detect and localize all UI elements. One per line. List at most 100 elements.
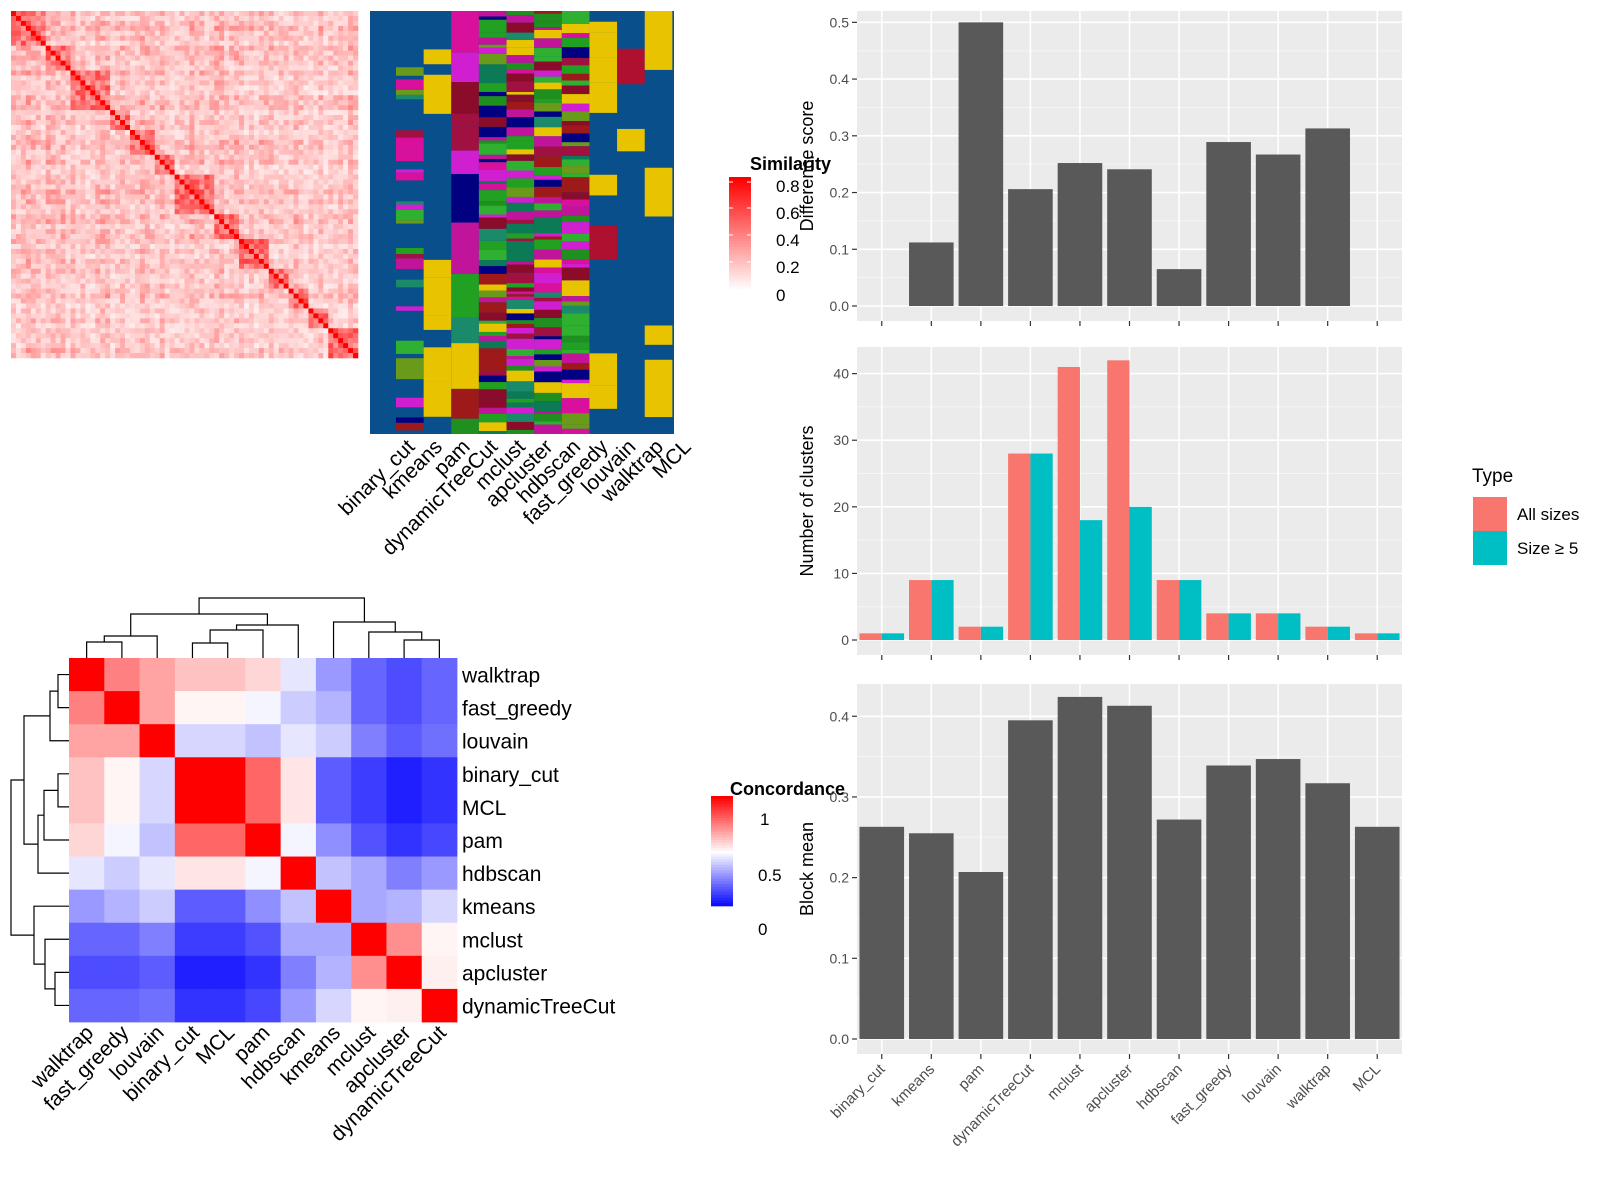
- similarity-cell: [75, 174, 81, 180]
- similarity-cell: [164, 214, 170, 220]
- similarity-cell: [248, 313, 255, 319]
- similarity-cell: [333, 154, 339, 161]
- similarity-cell: [248, 194, 255, 200]
- similarity-cell: [75, 199, 81, 205]
- similarity-cell: [338, 169, 344, 175]
- similarity-cell: [303, 253, 309, 260]
- similarity-cell: [65, 70, 71, 76]
- similarity-cell: [353, 95, 359, 101]
- similarity-cell: [169, 338, 175, 344]
- similarity-cell: [169, 214, 175, 220]
- similarity-cell: [293, 333, 299, 339]
- similarity-cell: [134, 229, 141, 235]
- similarity-cell: [308, 134, 314, 141]
- similarity-cell: [313, 239, 319, 245]
- similarity-cell: [248, 120, 255, 126]
- similarity-cell: [303, 288, 309, 294]
- similarity-cell: [40, 65, 46, 71]
- similarity-cell: [154, 100, 161, 106]
- similarity-cell: [273, 169, 279, 175]
- similarity-cell: [293, 80, 299, 86]
- similarity-cell: [288, 243, 294, 250]
- similarity-cell: [234, 298, 240, 304]
- similarity-cell: [224, 343, 230, 349]
- similarity-cell: [75, 105, 81, 111]
- similarity-cell: [45, 343, 51, 349]
- similarity-cell: [164, 129, 170, 136]
- similarity-cell: [184, 313, 190, 319]
- similarity-cell: [164, 239, 170, 245]
- similarity-cell: [65, 129, 71, 136]
- similarity-cell: [65, 348, 71, 354]
- similarity-cell: [169, 303, 175, 309]
- similarity-cell: [139, 25, 146, 32]
- similarity-cell: [95, 164, 101, 170]
- similarity-cell: [263, 144, 270, 151]
- similarity-cell: [169, 313, 175, 319]
- similarity-cell: [129, 15, 136, 22]
- similarity-cell: [234, 333, 240, 339]
- similarity-cell: [229, 149, 235, 156]
- similarity-cell: [50, 95, 56, 101]
- similarity-cell: [353, 303, 359, 309]
- similarity-cell: [144, 229, 151, 235]
- similarity-cell: [323, 239, 329, 245]
- similarity-cell: [60, 318, 66, 324]
- similarity-cell: [139, 303, 146, 309]
- similarity-cell: [40, 253, 46, 260]
- similarity-cell: [239, 149, 245, 156]
- similarity-cell: [308, 283, 314, 289]
- similarity-cell: [20, 164, 27, 170]
- similarity-cell: [298, 179, 304, 185]
- similarity-cell: [75, 125, 81, 131]
- similarity-cell: [219, 273, 225, 279]
- similarity-cell: [268, 194, 275, 200]
- similarity-cell: [179, 348, 185, 354]
- similarity-cell: [110, 149, 116, 156]
- similarity-cell: [95, 179, 101, 185]
- similarity-cell: [308, 15, 314, 22]
- similarity-cell: [258, 318, 265, 324]
- similarity-cell: [95, 333, 101, 339]
- similarity-cell: [298, 204, 304, 210]
- similarity-cell: [234, 224, 240, 230]
- similarity-cell: [323, 159, 329, 165]
- similarity-cell: [11, 229, 17, 235]
- similarity-cell: [303, 268, 309, 275]
- similarity-cell: [179, 243, 185, 250]
- similarity-cell: [134, 288, 141, 294]
- similarity-cell: [293, 278, 299, 284]
- similarity-cell: [50, 85, 56, 91]
- similarity-cell: [110, 70, 116, 76]
- similarity-cell: [308, 11, 314, 17]
- similarity-cell: [70, 298, 76, 304]
- similarity-cell: [229, 125, 235, 131]
- similarity-cell: [65, 174, 71, 180]
- similarity-cell: [174, 25, 180, 32]
- similarity-cell: [268, 253, 275, 260]
- similarity-cell: [149, 120, 156, 126]
- similarity-cell: [343, 189, 349, 195]
- similarity-cell: [174, 90, 180, 96]
- similarity-cell: [120, 353, 126, 359]
- similarity-cell: [65, 234, 71, 240]
- similarity-cell: [204, 194, 210, 200]
- similarity-cell: [239, 70, 245, 76]
- similarity-cell: [149, 50, 156, 56]
- similarity-cell: [20, 15, 27, 22]
- similarity-cell: [20, 80, 27, 86]
- similarity-cell: [100, 75, 106, 81]
- similarity-cell: [239, 283, 245, 289]
- similarity-cell: [194, 278, 200, 284]
- similarity-cell: [199, 85, 205, 91]
- similarity-cell: [110, 293, 116, 299]
- similarity-cell: [159, 55, 165, 61]
- similarity-cell: [154, 11, 161, 17]
- similarity-cell: [164, 184, 170, 190]
- similarity-cell: [134, 120, 141, 126]
- similarity-cell: [239, 65, 245, 71]
- similarity-cell: [338, 204, 344, 210]
- similarity-cell: [149, 110, 156, 116]
- similarity-cell: [134, 134, 141, 141]
- cluster-segment: [478, 370, 507, 376]
